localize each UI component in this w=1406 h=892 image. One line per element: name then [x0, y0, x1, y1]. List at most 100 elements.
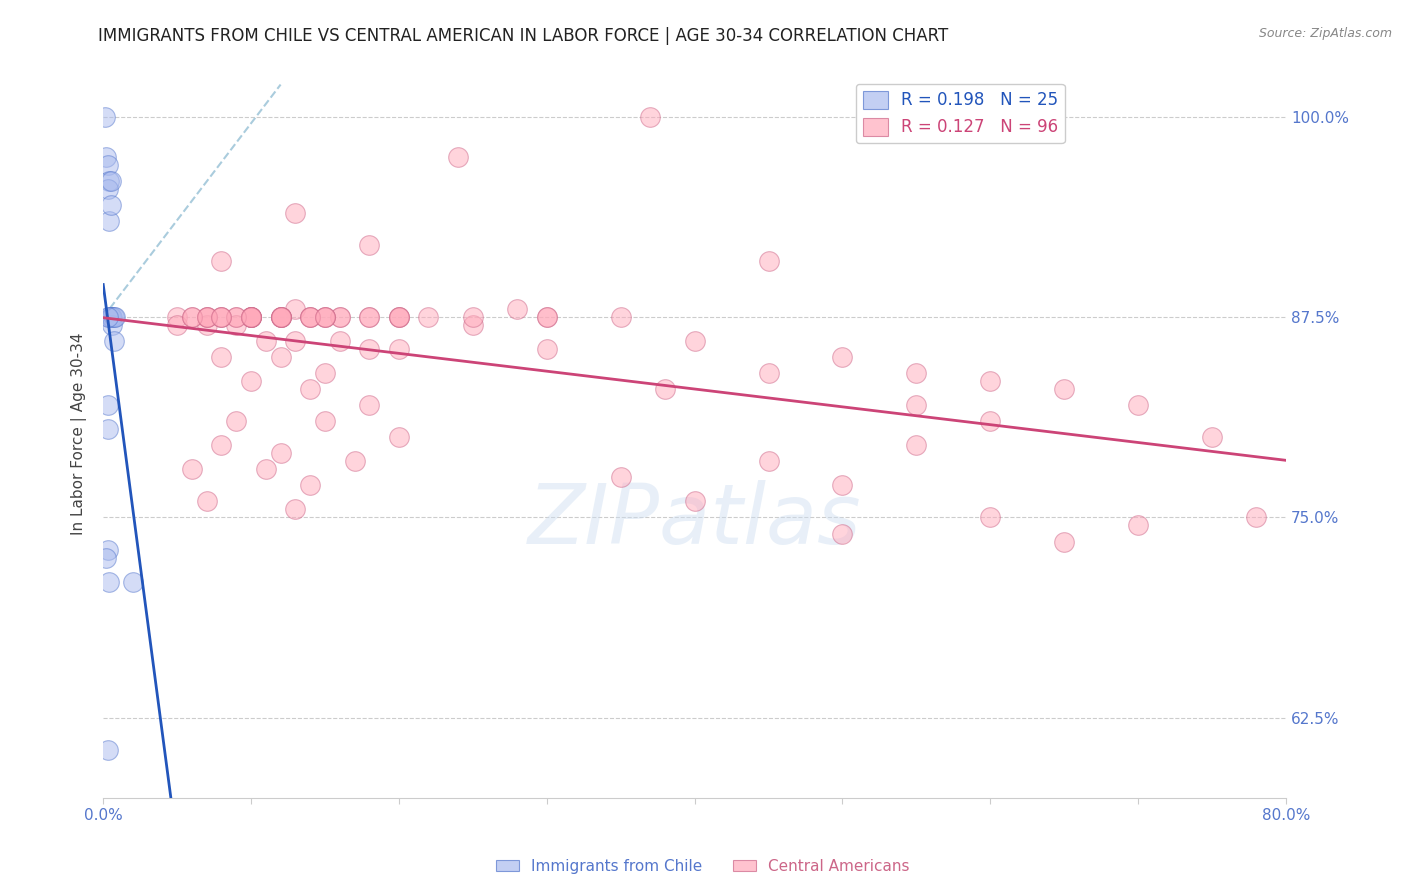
- Point: [461, 310, 484, 324]
- Point: [97, 542, 120, 557]
- Point: [314, 414, 336, 428]
- Point: [359, 310, 381, 324]
- Point: [98, 214, 121, 228]
- Point: [195, 318, 218, 332]
- Point: [195, 310, 218, 324]
- Point: [905, 366, 928, 380]
- Point: [638, 110, 661, 124]
- Point: [97, 182, 120, 196]
- Point: [270, 350, 292, 364]
- Point: [683, 334, 706, 348]
- Point: [96, 550, 118, 565]
- Point: [100, 310, 122, 324]
- Point: [225, 414, 247, 428]
- Point: [270, 310, 292, 324]
- Point: [388, 342, 411, 356]
- Point: [284, 206, 307, 220]
- Point: [211, 310, 233, 324]
- Point: [609, 310, 631, 324]
- Point: [96, 150, 118, 164]
- Point: [121, 574, 143, 589]
- Point: [905, 398, 928, 412]
- Point: [831, 350, 853, 364]
- Point: [359, 342, 381, 356]
- Point: [447, 150, 470, 164]
- Point: [299, 310, 322, 324]
- Point: [195, 494, 218, 508]
- Point: [93, 110, 115, 124]
- Point: [1126, 518, 1149, 533]
- Point: [388, 310, 411, 324]
- Point: [240, 310, 263, 324]
- Point: [758, 254, 780, 268]
- Point: [299, 478, 322, 492]
- Point: [180, 462, 202, 476]
- Point: [240, 310, 263, 324]
- Point: [100, 174, 122, 188]
- Point: [97, 310, 120, 324]
- Legend: R = 0.198   N = 25, R = 0.127   N = 96: R = 0.198 N = 25, R = 0.127 N = 96: [856, 84, 1064, 143]
- Point: [270, 310, 292, 324]
- Y-axis label: In Labor Force | Age 30-34: In Labor Force | Age 30-34: [72, 332, 87, 534]
- Point: [314, 310, 336, 324]
- Point: [284, 301, 307, 316]
- Point: [299, 310, 322, 324]
- Point: [388, 310, 411, 324]
- Point: [98, 310, 121, 324]
- Point: [100, 310, 122, 324]
- Point: [270, 310, 292, 324]
- Point: [100, 198, 122, 212]
- Point: [180, 310, 202, 324]
- Point: [758, 454, 780, 468]
- Point: [97, 743, 120, 757]
- Point: [254, 462, 277, 476]
- Point: [195, 310, 218, 324]
- Point: [101, 318, 124, 332]
- Point: [299, 382, 322, 396]
- Point: [979, 374, 1001, 388]
- Point: [683, 494, 706, 508]
- Point: [284, 502, 307, 516]
- Point: [211, 350, 233, 364]
- Point: [98, 174, 121, 188]
- Point: [97, 158, 120, 172]
- Point: [979, 510, 1001, 524]
- Point: [388, 430, 411, 444]
- Point: [225, 310, 247, 324]
- Point: [1201, 430, 1223, 444]
- Point: [418, 310, 440, 324]
- Text: Source: ZipAtlas.com: Source: ZipAtlas.com: [1258, 27, 1392, 40]
- Point: [211, 438, 233, 452]
- Text: ZIPatlas: ZIPatlas: [527, 480, 862, 561]
- Point: [166, 318, 188, 332]
- Point: [314, 366, 336, 380]
- Point: [831, 478, 853, 492]
- Point: [240, 310, 263, 324]
- Point: [654, 382, 676, 396]
- Point: [388, 310, 411, 324]
- Point: [180, 310, 202, 324]
- Point: [1053, 534, 1076, 549]
- Point: [225, 318, 247, 332]
- Point: [1246, 510, 1268, 524]
- Point: [270, 310, 292, 324]
- Point: [270, 310, 292, 324]
- Point: [254, 334, 277, 348]
- Point: [211, 310, 233, 324]
- Point: [359, 310, 381, 324]
- Point: [461, 318, 484, 332]
- Point: [284, 334, 307, 348]
- Text: IMMIGRANTS FROM CHILE VS CENTRAL AMERICAN IN LABOR FORCE | AGE 30-34 CORRELATION: IMMIGRANTS FROM CHILE VS CENTRAL AMERICA…: [98, 27, 949, 45]
- Point: [831, 526, 853, 541]
- Point: [211, 254, 233, 268]
- Point: [343, 454, 366, 468]
- Point: [211, 310, 233, 324]
- Point: [101, 310, 124, 324]
- Point: [609, 470, 631, 484]
- Point: [103, 334, 125, 348]
- Point: [299, 310, 322, 324]
- Point: [104, 310, 127, 324]
- Point: [536, 310, 558, 324]
- Point: [103, 310, 125, 324]
- Point: [97, 398, 120, 412]
